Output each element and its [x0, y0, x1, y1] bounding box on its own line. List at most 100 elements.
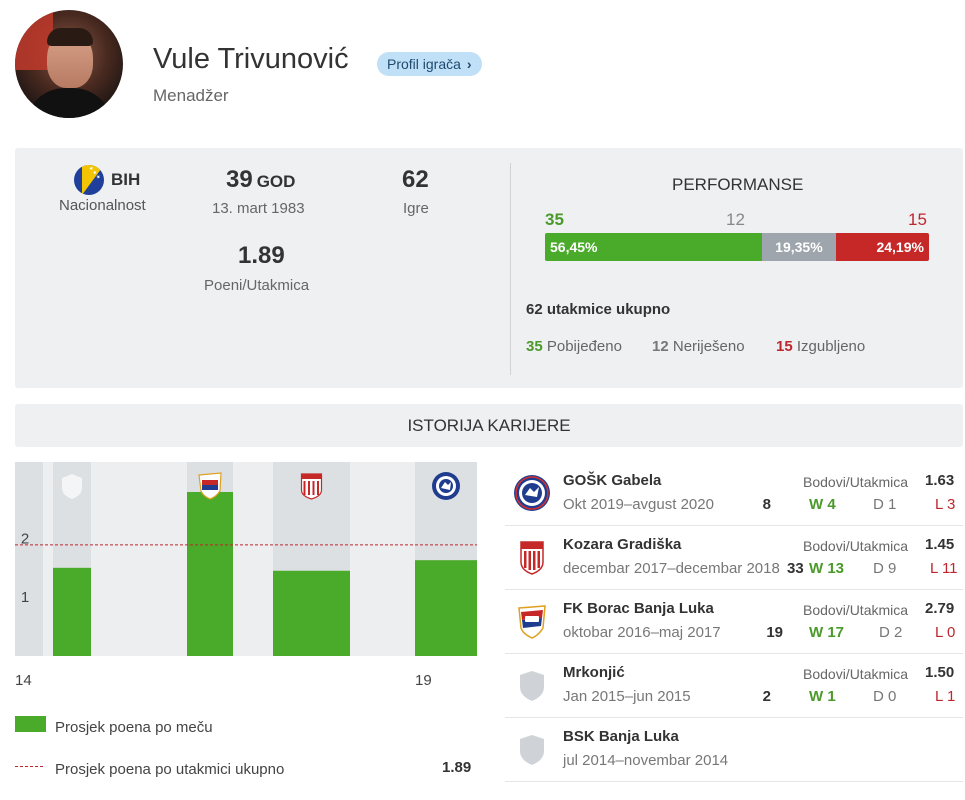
performance-bar: 56,45% 19,35% 24,19% [545, 233, 929, 261]
chart-kozara-crest-icon [317, 481, 319, 495]
club-row[interactable]: Mrkonjić Jan 2015–jun 2015 2 Bodovi/Utak… [505, 654, 963, 718]
chart-kozara-crest-icon [301, 474, 322, 479]
chart-bar [187, 491, 233, 656]
club-ppm-label: Bodovi/Utakmica [803, 538, 909, 554]
player-profile-button[interactable]: Profil igrača › [377, 52, 482, 76]
manager-name: Vule Trivunović [153, 43, 349, 75]
club-period: Okt 2019–avgust 2020 [563, 496, 714, 513]
performance-losses: 15 [908, 210, 927, 229]
games-label: Igre [403, 200, 429, 217]
career-history-header: ISTORIJA KARIJERE [15, 404, 963, 447]
chart-borac-crest-icon [202, 480, 218, 485]
club-row[interactable]: Kozara Gradiška decembar 2017–decembar 2… [505, 526, 963, 590]
club-ppm-label: Bodovi/Utakmica [803, 666, 909, 682]
club-ppm: 2.79 [925, 600, 955, 617]
performance-wins: 35 [545, 210, 564, 229]
performance-bar-win: 56,45% [545, 233, 762, 261]
points-per-match-label: Poeni/Utakmica [204, 277, 310, 294]
club-name: Kozara Gradiška [563, 536, 682, 553]
club-wins: W 17 [809, 624, 845, 641]
career-chart: 12 [15, 462, 477, 656]
chart-column-bg [15, 462, 43, 656]
club-games: 8 [762, 496, 771, 513]
games-value: 62 [402, 166, 429, 193]
bih-flag-icon: ★★★★★ [74, 165, 104, 195]
club-period: oktobar 2016–maj 2017 [563, 624, 721, 641]
chart-legend-line-swatch [15, 766, 43, 767]
player-profile-label: Profil igrača [387, 56, 461, 72]
club-games: 33 [787, 560, 804, 577]
chart-background [15, 462, 477, 656]
club-draws: D 1 [873, 496, 897, 513]
generic-shield-icon [520, 671, 544, 701]
points-per-match-value: 1.89 [238, 242, 285, 269]
club-row[interactable]: GOŠK Gabela Okt 2019–avgust 2020 8 Bodov… [505, 462, 963, 526]
club-row[interactable]: FK Borac Banja Luka oktobar 2016–maj 201… [505, 590, 963, 654]
club-wins: W 1 [809, 688, 836, 705]
chart-y-tick-label: 1 [21, 589, 29, 606]
chart-kozara-crest-icon [303, 481, 306, 495]
stats-panel [15, 148, 963, 388]
legend-losses: 15 Izgubljeno [776, 338, 866, 355]
club-ppm: 1.50 [925, 664, 955, 681]
gosk-crest-icon [514, 475, 550, 511]
club-losses: L 3 [935, 496, 956, 513]
club-draws: D 2 [879, 624, 903, 641]
chart-x-label-end: 19 [415, 672, 432, 689]
age-unit: GOD [256, 172, 296, 191]
chart-bar [415, 560, 477, 656]
club-draws: D 9 [873, 560, 897, 577]
chart-kozara-crest-icon [308, 481, 310, 495]
manager-role: Menadžer [153, 86, 229, 105]
chart-kozara-crest-icon [300, 473, 323, 500]
club-ppm-label: Bodovi/Utakmica [803, 602, 909, 618]
performance-title: PERFORMANSE [672, 175, 804, 194]
club-period: decembar 2017–decembar 2018 [563, 560, 780, 577]
legend-draws: 12 Neriješeno [652, 338, 745, 355]
performance-draws: 12 [726, 210, 745, 229]
club-wins: W 13 [809, 560, 845, 577]
stats-divider [510, 163, 511, 375]
club-period: jul 2014–novembar 2014 [563, 752, 729, 769]
chart-overall-average: 1.89 [442, 759, 472, 776]
chart-y-tick-label: 2 [21, 530, 29, 547]
club-ppm: 1.63 [925, 472, 955, 489]
club-ppm-label: Bodovi/Utakmica [803, 474, 909, 490]
chart-x-label-start: 14 [15, 672, 32, 689]
chart-gosk-crest-icon [441, 482, 451, 490]
club-period: Jan 2015–jun 2015 [563, 688, 691, 705]
chart-borac-crest-icon [202, 485, 218, 490]
nationality-label: Nacionalnost [59, 197, 146, 214]
club-wins: W 4 [809, 496, 836, 513]
chart-legend-line-label: Prosjek poena po utakmici ukupno [55, 761, 285, 778]
borac-crest-icon [518, 605, 546, 639]
club-games: 2 [762, 688, 771, 705]
club-name: GOŠK Gabela [563, 472, 662, 489]
legend-wins: 35 Pobijeđeno [526, 338, 622, 355]
performance-bar-draw: 19,35% [761, 233, 837, 261]
manager-avatar [15, 10, 123, 118]
club-losses: L 1 [935, 688, 956, 705]
chevron-right-icon: › [466, 56, 472, 72]
club-name: FK Borac Banja Luka [563, 600, 714, 617]
club-name: BSK Banja Luka [563, 728, 679, 745]
club-losses: L 11 [930, 560, 958, 577]
chart-legend-bar-swatch [15, 716, 46, 732]
age-value: 39 GOD [226, 166, 296, 193]
club-ppm: 1.45 [925, 536, 955, 553]
performance-bar-loss: 24,19% [836, 233, 929, 261]
club-name: Mrkonjić [563, 664, 625, 681]
club-games: 19 [766, 624, 783, 641]
total-matches: 62 utakmice ukupno [526, 301, 671, 318]
birth-date: 13. mart 1983 [212, 200, 305, 217]
club-draws: D 0 [873, 688, 897, 705]
chart-bar [273, 570, 350, 656]
kozara-crest-icon [520, 541, 544, 575]
chart-kozara-crest-icon [312, 481, 315, 495]
club-losses: L 0 [935, 624, 956, 641]
chart-legend-bar-label: Prosjek poena po meču [55, 719, 213, 736]
club-row[interactable]: BSK Banja Luka jul 2014–novembar 2014 [505, 718, 963, 782]
nationality-code: BIH [111, 170, 141, 189]
chart-bar [53, 567, 91, 656]
chart-shield-icon [62, 474, 82, 499]
